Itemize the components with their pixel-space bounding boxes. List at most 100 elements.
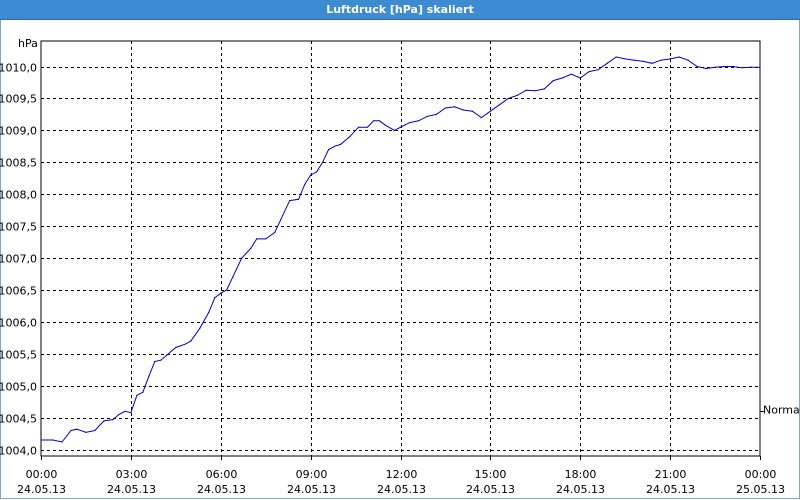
data-point: [678, 56, 680, 58]
data-point: [525, 89, 527, 91]
data-point: [190, 340, 192, 342]
data-point: [124, 410, 126, 412]
data-point: [94, 429, 96, 432]
data-point: [534, 90, 536, 92]
data-point: [52, 439, 54, 441]
data-point: [651, 62, 653, 64]
data-point: [184, 343, 186, 345]
y-tick-label: 1008,5: [0, 157, 37, 170]
data-point: [732, 65, 734, 68]
plot-area: [40, 40, 761, 457]
data-point: [372, 120, 375, 122]
data-point: [480, 117, 482, 119]
x-tick-time: 21:00: [655, 468, 687, 481]
x-tick-time: 00:00: [26, 468, 58, 481]
data-point: [498, 104, 500, 106]
y-axis-label: hPa: [18, 37, 38, 50]
data-point: [399, 126, 402, 128]
data-point: [471, 110, 473, 112]
data-point: [232, 276, 234, 278]
data-point: [561, 77, 563, 79]
y-tick-label: 1005,0: [0, 381, 37, 394]
x-tick-date: 25.05.13: [736, 483, 785, 496]
data-point: [358, 126, 360, 128]
data-point: [750, 66, 752, 68]
window-title: Luftdruck [hPa] skaliert: [326, 3, 474, 16]
data-point: [166, 354, 168, 356]
data-point: [579, 77, 581, 79]
x-tick-date: 24.05.13: [646, 483, 695, 496]
y-tick-label: 1004,0: [0, 445, 37, 458]
data-point: [606, 62, 608, 64]
data-point: [76, 428, 78, 430]
data-point: [112, 419, 114, 421]
data-point: [208, 311, 210, 313]
data-point: [199, 327, 201, 329]
y-tick-label: 1006,0: [0, 317, 37, 330]
data-point: [340, 143, 342, 145]
data-point: [624, 58, 626, 60]
data-point: [310, 174, 312, 176]
data-point: [507, 97, 509, 100]
x-tick-time: 06:00: [206, 468, 238, 481]
data-point: [40, 439, 42, 441]
data-point: [393, 129, 396, 131]
data-point: [70, 429, 72, 432]
x-tick-date: 24.05.13: [107, 483, 156, 496]
y-tick-label: 1006,5: [0, 285, 37, 298]
data-point: [660, 59, 662, 61]
data-point: [516, 94, 518, 96]
data-point: [250, 247, 252, 250]
y-tick-label: 1007,5: [0, 221, 37, 234]
data-point: [453, 106, 455, 108]
data-point: [334, 145, 336, 147]
x-tick-time: 09:00: [296, 468, 328, 481]
data-point: [543, 88, 545, 90]
x-tick-date: 24.05.13: [197, 483, 246, 496]
data-point: [408, 122, 411, 124]
x-tick-date: 24.05.13: [287, 483, 336, 496]
data-point: [328, 148, 330, 151]
x-tick-time: 15:00: [475, 468, 507, 481]
data-point: [148, 375, 150, 377]
data-point: [175, 346, 177, 349]
y-tick-label: 1009,5: [0, 93, 37, 106]
x-tick-time: 00:00: [745, 468, 777, 481]
data-point: [265, 238, 267, 240]
data-point: [489, 110, 491, 112]
data-point: [136, 394, 138, 396]
data-point: [687, 59, 689, 61]
data-point: [435, 113, 437, 115]
data-point: [142, 391, 144, 393]
data-point: [366, 126, 369, 128]
data-point: [696, 65, 698, 68]
data-point: [241, 257, 243, 259]
y-tick-label: 1004,5: [0, 413, 37, 426]
data-point: [723, 65, 725, 68]
data-point: [118, 413, 120, 416]
data-point: [741, 67, 743, 69]
data-point: [669, 58, 671, 60]
data-point: [759, 66, 761, 68]
x-tick-time: 12:00: [386, 468, 418, 481]
data-point: [289, 200, 291, 202]
data-point: [214, 297, 216, 299]
x-tick-date: 24.05.13: [17, 483, 66, 496]
data-point: [570, 73, 572, 75]
data-point: [61, 441, 63, 443]
data-point: [316, 171, 318, 173]
data-point: [160, 359, 162, 361]
data-point: [615, 56, 617, 58]
data-point: [103, 420, 105, 422]
data-point: [256, 238, 258, 240]
data-point: [304, 184, 306, 186]
data-point: [349, 136, 351, 138]
data-point: [444, 107, 446, 109]
data-point: [633, 59, 635, 61]
x-tick-date: 24.05.13: [377, 483, 426, 496]
data-point: [378, 120, 381, 122]
data-point: [220, 292, 222, 294]
data-point: [705, 67, 707, 70]
data-point: [714, 66, 716, 68]
